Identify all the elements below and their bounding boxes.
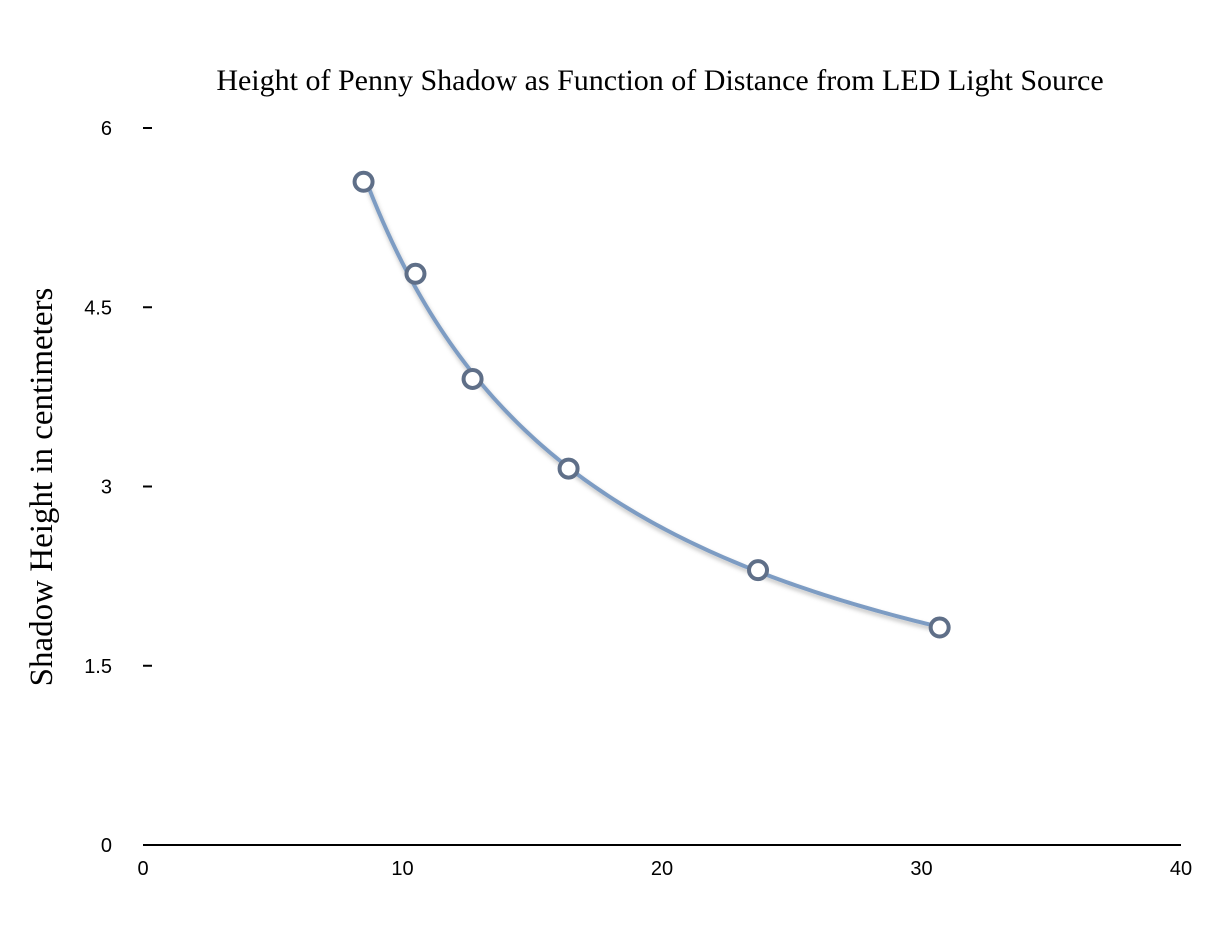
x-tick-label: 10 (391, 858, 413, 880)
x-tick-label: 40 (1170, 858, 1192, 880)
chart-title: Height of Penny Shadow as Function of Di… (216, 64, 1103, 97)
y-tick-label: 1.5 (84, 656, 112, 678)
x-tick-label: 30 (910, 858, 932, 880)
data-point (461, 367, 484, 390)
y-axis-label: Shadow Height in centimeters (24, 288, 60, 687)
y-tick-label: 6 (101, 118, 112, 140)
x-axis-ticks: 0 10 20 30 40 (137, 858, 1192, 880)
data-point (747, 559, 770, 582)
y-tick-label: 4.5 (84, 297, 112, 319)
x-tick-label: 20 (651, 858, 673, 880)
y-axis-ticks: 0 1.5 3 4.5 6 (84, 118, 152, 857)
data-point (404, 262, 427, 285)
data-point (557, 457, 580, 480)
data-points (352, 170, 951, 639)
trendline (361, 172, 942, 629)
y-tick-label: 3 (101, 477, 112, 499)
x-tick-label: 0 (137, 858, 148, 880)
data-point (928, 616, 951, 639)
y-tick-label: 0 (101, 835, 112, 857)
data-point (352, 170, 375, 193)
